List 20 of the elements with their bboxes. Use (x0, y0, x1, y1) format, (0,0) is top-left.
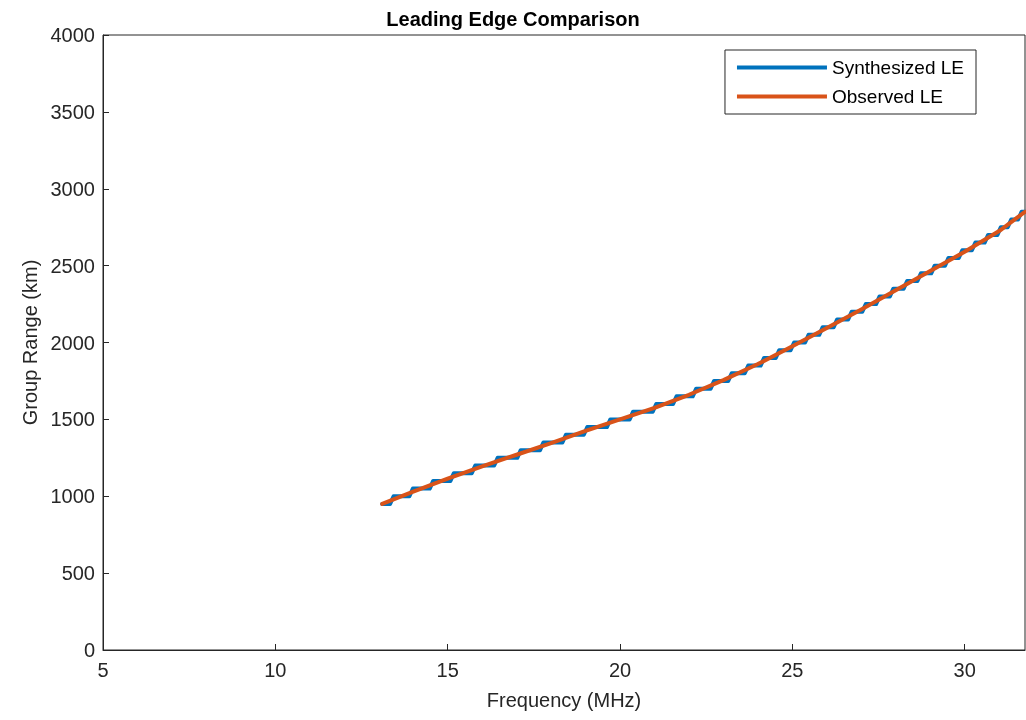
chart-title: Leading Edge Comparison (386, 8, 640, 30)
y-tick-label: 2500 (50, 254, 95, 277)
legend-label: Synthesized LE (831, 57, 965, 78)
y-tick-label: 0 (83, 639, 95, 661)
x-tick-label: 10 (264, 659, 287, 681)
y-tick-label: 3000 (50, 177, 95, 200)
x-tick-label: 5 (97, 659, 109, 681)
x-tick-label: 20 (608, 659, 632, 681)
y-tick-label: 3500 (50, 100, 95, 123)
x-axis-title: Frequency (MHz) (486, 689, 642, 711)
y-tick-label: 1000 (50, 485, 95, 508)
y-tick-label: 1500 (50, 408, 95, 431)
legend-label: Observed LE (831, 86, 943, 107)
x-tick-label: 25 (781, 659, 804, 681)
y-tick-label: 500 (61, 562, 95, 585)
y-axis-title: Group Range (km) (18, 259, 41, 426)
y-tick-label: 2000 (50, 331, 95, 354)
y-tick-label: 4000 (50, 24, 95, 46)
x-tick-label: 15 (436, 659, 459, 681)
x-tick-label: 30 (953, 659, 976, 681)
